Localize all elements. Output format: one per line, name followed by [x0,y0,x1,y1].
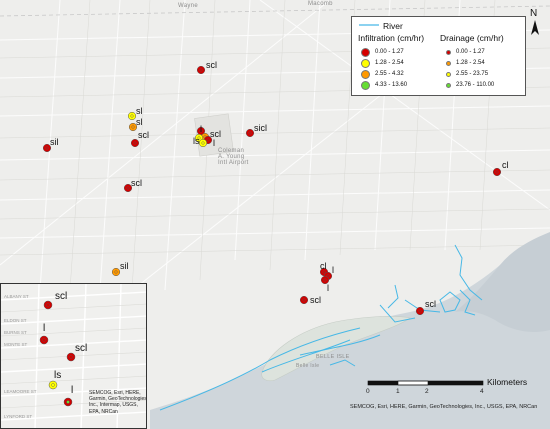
site-label: scl [206,60,217,70]
inset-basemap [1,284,146,428]
site-drainage-marker [114,270,118,274]
inset-street-label: LYNFORD ST [4,414,33,419]
inset-map[interactable]: ALBANY ST ELDON ST BURNS ST MONTE ST LEA… [0,283,147,429]
drainage-swatch-1 [446,50,451,55]
site-drainage-marker [51,383,55,387]
legend-drainage-title: Drainage (cm/hr) [440,33,504,43]
legend: River Infiltration (cm/hr) Drainage (cm/… [351,16,526,96]
site-drainage-marker [45,146,49,150]
site-label: scl [425,299,436,309]
site-label: cl [320,261,327,271]
infiltration-class-3: 2.55 - 4.32 [375,71,404,77]
belle-isle-label: BELLE ISLE [316,354,350,360]
drainage-class-3: 2.55 - 23.75 [456,71,489,77]
inset-credits: SEMCOG, Esri, HERE, Garmin, GeoTechnolog… [89,390,147,415]
infiltration-swatch-4 [361,81,370,90]
site-label: scl [210,129,221,139]
inset-street-label: ALBANY ST [4,294,29,299]
infiltration-swatch-1 [361,48,370,57]
inset-street-label: MONTE ST [4,342,28,347]
legend-river-label: River [383,21,403,31]
site-label: l [327,283,329,293]
scale-tick-2: 2 [425,388,429,395]
site-label: scl [138,130,149,140]
site-drainage-marker [66,400,70,404]
inset-site-label: l [71,385,74,396]
infiltration-swatch-2 [361,59,370,68]
site-label: ls [193,136,200,146]
map-credits: SEMCOG, Esri, HERE, Garmin, GeoTechnolog… [350,404,538,410]
infiltration-class-2: 1.28 - 2.54 [375,60,404,66]
inset-site-label: ls [54,370,62,381]
site-drainage-marker [248,131,252,135]
inset-street-label: BURNS ST [4,330,27,335]
site-label: scl [310,295,321,305]
infiltration-class-4: 4.33 - 13.60 [375,82,408,88]
site-drainage-marker [133,141,137,145]
site-drainage-marker [197,136,201,140]
scale-unit: Kilometers [487,377,528,387]
site-drainage-marker [322,270,326,274]
north-arrow-letter: N [530,8,538,19]
site-label: scl [131,178,142,188]
site-label: sl [136,106,143,116]
river-swatch [359,24,379,26]
site-drainage-marker [199,129,203,133]
site-label: l [213,138,215,148]
inset-street-label: LEAMOORE ST [4,389,37,394]
north-arrow: N [526,8,544,38]
site-drainage-marker [206,138,210,142]
site-label: sl [136,117,143,127]
site-drainage-marker [201,141,205,145]
site-drainage-marker [323,278,327,282]
site-drainage-marker [69,355,73,359]
county-label-macomb: Macomb [308,1,333,7]
drainage-class-1: 0.00 - 1.27 [456,49,485,55]
site-drainage-marker [495,170,499,174]
scale-tick-1: 1 [396,388,400,395]
drainage-swatch-2 [446,61,451,66]
site-drainage-marker [199,68,203,72]
scale-tick-0: 0 [366,388,370,395]
legend-infiltration-title: Infiltration (cm/hr) [358,33,425,43]
inset-site-label: scl [75,343,88,354]
airport-label: Coleman A. Young Intl Airport [218,148,249,166]
site-drainage-marker [126,186,130,190]
inset-street-label: ELDON ST [4,318,27,323]
north-arrow-icon [531,20,539,35]
site-drainage-marker [302,298,306,302]
inset-site-label: scl [55,291,68,302]
county-label-wayne: Wayne [178,3,198,9]
infiltration-swatch-3 [361,70,370,79]
inset-site-points [39,300,76,407]
drainage-swatch-3 [446,72,451,77]
infiltration-class-1: 0.00 - 1.27 [375,49,404,55]
scale-tick-4: 4 [480,388,484,395]
site-drainage-marker [130,114,134,118]
drainage-class-2: 1.28 - 2.54 [456,60,485,66]
site-drainage-marker [418,309,422,313]
site-label: sicl [254,123,267,133]
belle-isle-park-label: Belle Isle [296,363,320,369]
drainage-swatch-4 [446,83,451,88]
site-label: l [332,265,334,275]
site-drainage-marker [46,303,50,307]
site-label: sil [50,137,59,147]
site-drainage-marker [131,125,135,129]
site-label: sil [120,261,129,271]
drainage-class-4: 23.76 - 110.00 [456,82,495,88]
site-label: cl [502,160,509,170]
inset-site-label: l [43,323,46,334]
site-label: l [200,124,202,134]
site-drainage-marker [42,338,46,342]
